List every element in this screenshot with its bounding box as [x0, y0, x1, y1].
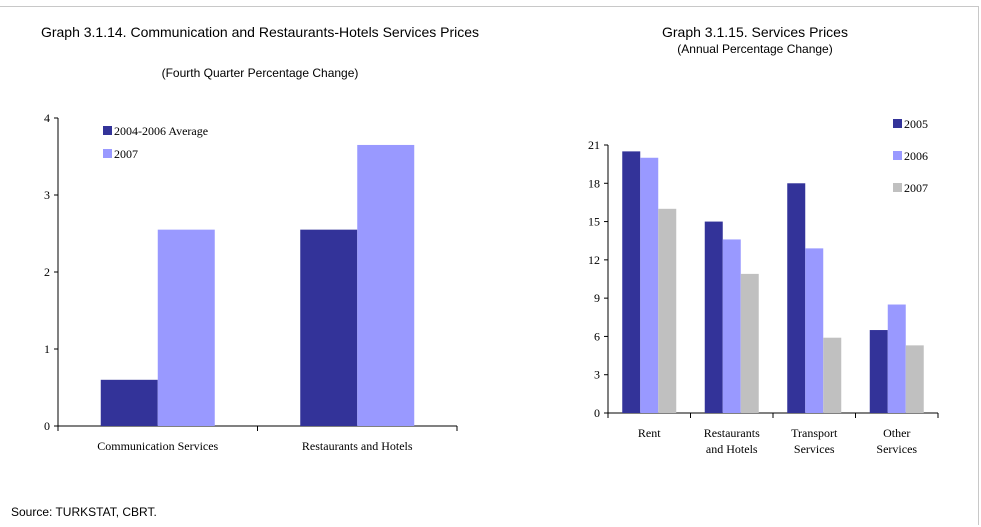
bar-1 [787, 183, 805, 413]
bar-3 [823, 338, 841, 413]
y-tick-label: 9 [594, 291, 600, 305]
x-category-label: Rent [638, 426, 661, 440]
x-category-label: Services [794, 442, 835, 456]
legend-label: 2006 [904, 149, 928, 163]
bar-2 [640, 158, 658, 413]
x-category-label: and Hotels [706, 442, 758, 456]
x-category-label: Transport [791, 426, 838, 440]
y-tick-label: 21 [588, 138, 600, 152]
y-tick-label: 18 [588, 176, 600, 190]
bar-3 [906, 345, 924, 413]
legend-label: 2005 [904, 117, 928, 131]
legend-label: 2007 [904, 181, 928, 195]
legend-swatch [893, 183, 902, 192]
x-category-label: Other [883, 426, 910, 440]
bar-2 [805, 248, 823, 413]
bar-2 [723, 239, 741, 413]
y-tick-label: 6 [594, 329, 600, 343]
bar-3 [741, 274, 759, 413]
x-category-label: Services [876, 442, 917, 456]
source-note: Source: TURKSTAT, CBRT. [11, 505, 157, 519]
bar-3 [658, 209, 676, 413]
legend-swatch [893, 151, 902, 160]
bar-2 [888, 305, 906, 413]
bar-1 [705, 222, 723, 413]
y-tick-label: 12 [588, 253, 600, 267]
y-tick-label: 3 [594, 368, 600, 382]
bar-1 [622, 151, 640, 413]
legend-swatch [893, 119, 902, 128]
y-tick-label: 15 [588, 215, 600, 229]
bar-1 [870, 330, 888, 413]
x-category-label: Restaurants [704, 426, 760, 440]
y-tick-label: 0 [594, 406, 600, 420]
